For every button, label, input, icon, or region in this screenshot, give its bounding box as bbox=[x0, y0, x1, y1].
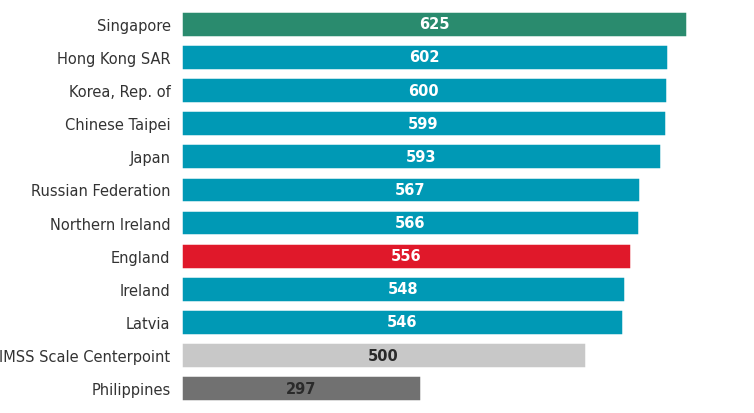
Bar bbox=[181, 309, 623, 335]
Bar bbox=[181, 45, 668, 71]
Bar bbox=[181, 144, 661, 170]
Text: 567: 567 bbox=[395, 183, 426, 197]
Text: 297: 297 bbox=[286, 381, 317, 396]
Text: 566: 566 bbox=[395, 216, 425, 230]
Bar bbox=[181, 342, 586, 368]
Text: 625: 625 bbox=[418, 17, 449, 32]
Bar bbox=[181, 375, 421, 401]
Bar bbox=[181, 210, 639, 236]
Bar bbox=[181, 243, 631, 269]
Bar bbox=[181, 78, 667, 104]
Bar bbox=[181, 12, 687, 38]
Text: 500: 500 bbox=[368, 348, 399, 363]
Bar bbox=[181, 177, 640, 203]
Text: 602: 602 bbox=[409, 50, 440, 65]
Text: 546: 546 bbox=[387, 315, 417, 330]
Text: 599: 599 bbox=[408, 116, 439, 131]
Bar bbox=[181, 276, 624, 302]
Text: 593: 593 bbox=[406, 150, 437, 164]
Text: 556: 556 bbox=[391, 249, 421, 263]
Text: 600: 600 bbox=[409, 83, 439, 98]
Bar bbox=[181, 111, 666, 137]
Text: 548: 548 bbox=[388, 282, 418, 297]
